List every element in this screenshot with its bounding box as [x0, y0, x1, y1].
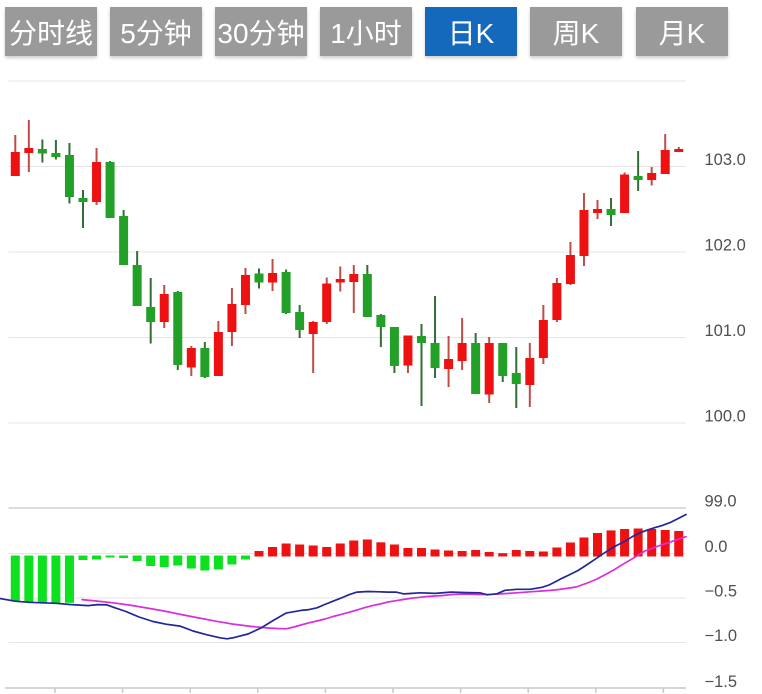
svg-text:102.0: 102.0: [705, 237, 746, 255]
svg-text:100.0: 100.0: [705, 408, 746, 426]
svg-text:101.0: 101.0: [705, 322, 746, 340]
svg-text:103.0: 103.0: [705, 151, 746, 169]
svg-text:−1.0: −1.0: [705, 627, 738, 645]
svg-text:−1.5: −1.5: [705, 673, 738, 691]
svg-text:0.0: 0.0: [705, 538, 728, 556]
svg-text:99.0: 99.0: [705, 493, 737, 511]
svg-text:−0.5: −0.5: [705, 583, 738, 601]
